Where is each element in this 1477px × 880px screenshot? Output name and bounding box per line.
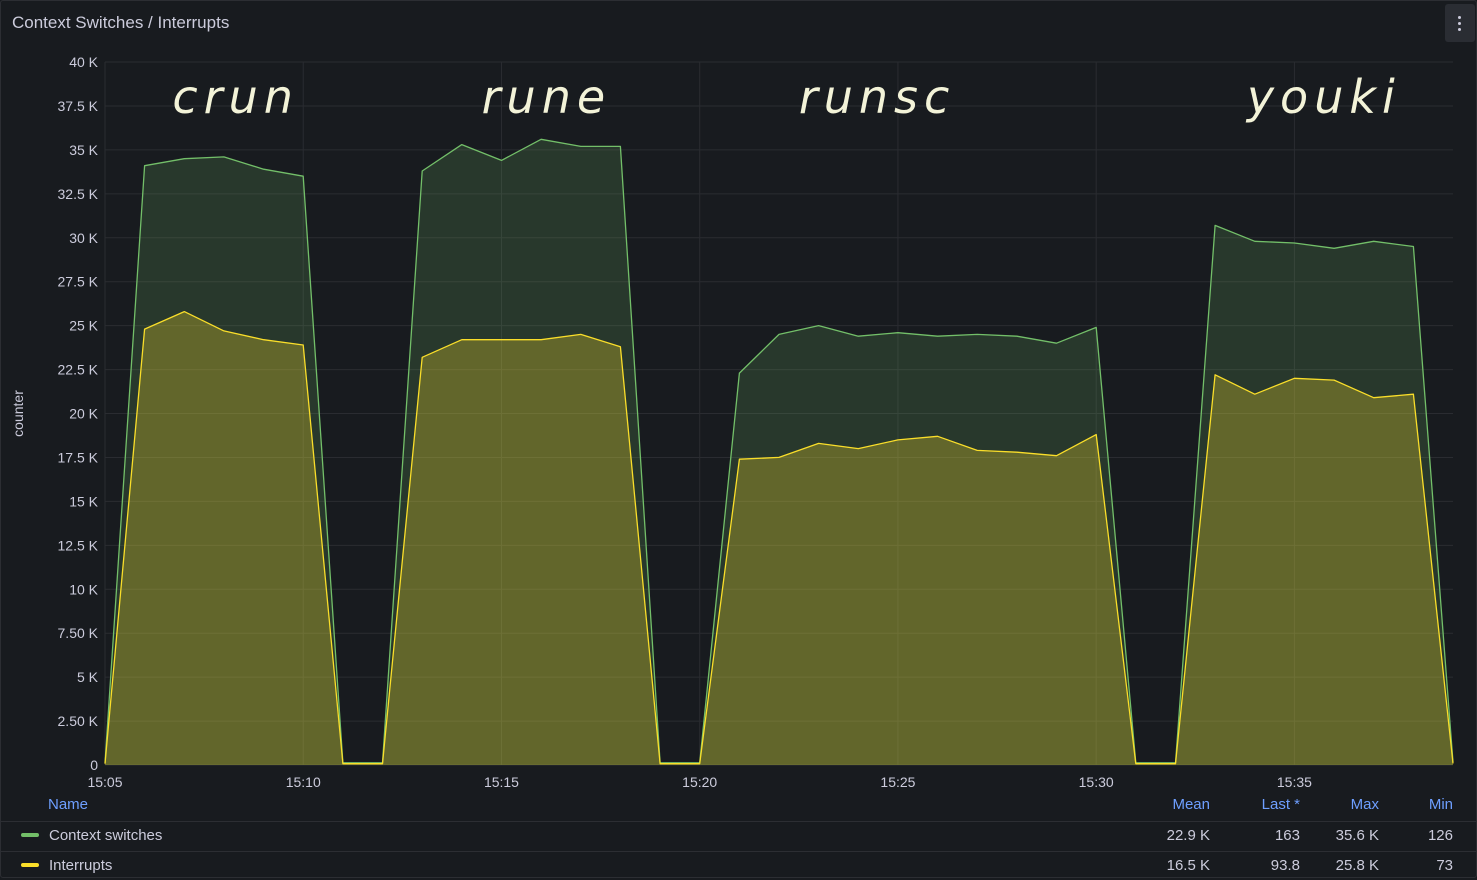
area-chart: 0 2.50 K 5 K 7.50 K 10 K 12.5 K 15 K 17.5 K 20 K… <box>10 54 1454 790</box>
x-tick-label: 15:35 <box>1277 774 1312 790</box>
legend-swatch <box>21 863 39 867</box>
legend-header-mean[interactable]: Mean <box>1172 796 1210 813</box>
panel-title: Context Switches / Interrupts <box>12 13 230 32</box>
y-tick-label: 40 K <box>69 54 98 70</box>
annotation-youki: youki <box>1245 70 1401 124</box>
x-tick-label: 15:10 <box>286 774 321 790</box>
y-tick-label: 12.5 K <box>58 537 99 553</box>
y-tick-label: 5 K <box>77 669 99 685</box>
x-tick-label: 15:30 <box>1079 774 1114 790</box>
y-tick-label: 25 K <box>69 318 98 334</box>
legend-max: 25.8 K <box>1335 857 1379 874</box>
series-area-interrupts <box>105 311 1453 765</box>
legend-row-interrupts[interactable]: Interrupts 16.5 K 93.8 25.8 K 73 <box>0 851 1477 880</box>
legend-header-min[interactable]: Min <box>1428 796 1453 813</box>
legend-series-name[interactable]: Context switches <box>49 827 163 844</box>
y-axis-label: counter <box>10 390 26 437</box>
legend-header-max[interactable]: Max <box>1350 796 1379 813</box>
legend-header-last[interactable]: Last * <box>1261 796 1300 813</box>
legend-last: 93.8 <box>1270 857 1300 874</box>
y-tick-label: 10 K <box>69 581 98 597</box>
x-tick-label: 15:20 <box>682 774 717 790</box>
y-tick-label: 7.50 K <box>58 625 99 641</box>
legend-mean: 16.5 K <box>1166 857 1210 874</box>
legend-series-name[interactable]: Interrupts <box>49 857 113 874</box>
vertical-dots-icon <box>1458 16 1462 32</box>
y-tick-label: 17.5 K <box>58 449 99 465</box>
annotation-crun: crun <box>172 70 299 124</box>
y-tick-label: 2.50 K <box>58 713 99 729</box>
x-tick-label: 15:15 <box>484 774 519 790</box>
x-tick-label: 15:25 <box>880 774 915 790</box>
y-tick-label: 22.5 K <box>58 362 99 378</box>
series-line-context-switches <box>104 138 1454 764</box>
legend-mean: 22.9 K <box>1166 827 1210 844</box>
y-tick-label: 15 K <box>69 493 98 509</box>
legend-row-context-switches[interactable]: Context switches 22.9 K 163 35.6 K 126 <box>0 821 1477 850</box>
y-tick-label: 30 K <box>69 230 98 246</box>
annotation-runsc: runsc <box>799 70 955 124</box>
legend-header-name[interactable]: Name <box>48 796 89 813</box>
y-tick-label: 32.5 K <box>58 186 99 202</box>
y-tick-label: 20 K <box>69 406 98 422</box>
legend-swatch <box>21 833 39 837</box>
y-tick-label: 37.5 K <box>58 98 99 114</box>
legend-min: 73 <box>1436 857 1453 874</box>
x-tick-label: 15:05 <box>87 774 122 790</box>
legend-header: Name Mean Last * Max Min <box>0 793 1477 821</box>
series-area-context-switches <box>105 139 1453 766</box>
legend-max: 35.6 K <box>1335 827 1379 844</box>
y-tick-label: 0 <box>90 757 98 773</box>
series-line-interrupts <box>104 310 1454 765</box>
panel-menu-button[interactable] <box>1445 4 1475 42</box>
legend-min: 126 <box>1427 827 1453 844</box>
y-tick-label: 27.5 K <box>58 274 99 290</box>
annotation-rune: rune <box>482 70 612 124</box>
legend-last: 163 <box>1274 827 1300 844</box>
y-tick-label: 35 K <box>69 142 98 158</box>
